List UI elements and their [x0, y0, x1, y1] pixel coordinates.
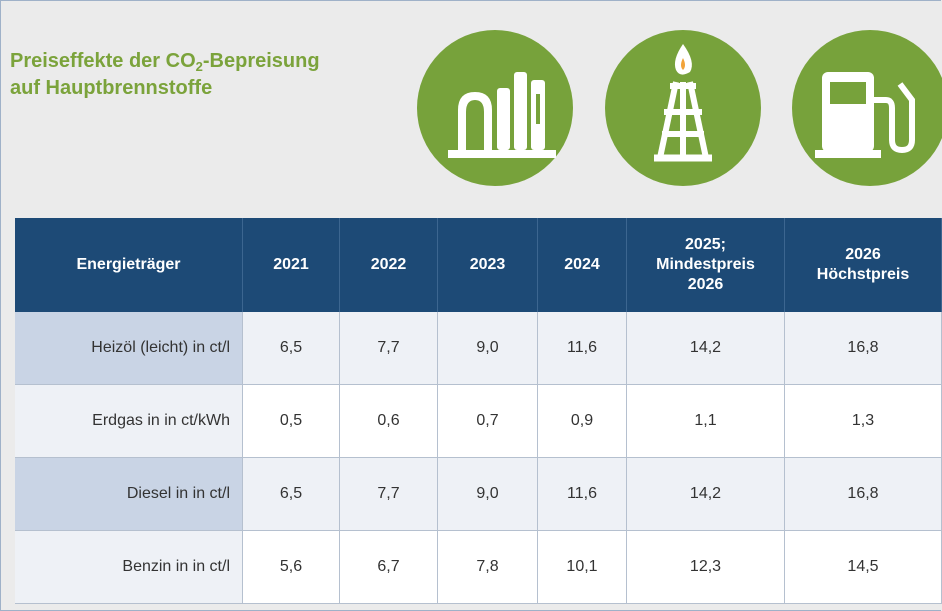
title: Preiseffekte der CO2-Bepreisung auf Haup… — [10, 48, 320, 102]
header-cell: 2023 — [438, 218, 538, 312]
header-cell: 2026 Höchstpreis — [785, 218, 942, 312]
header-text: 2023 — [469, 256, 506, 273]
header-text: 2026 — [845, 246, 881, 263]
table-cell: 1,3 — [785, 385, 942, 458]
table-cell: 6,5 — [243, 458, 340, 531]
row-label: Diesel in in ct/l — [15, 458, 243, 531]
table-cell: 9,0 — [438, 312, 538, 385]
table-cell: 0,9 — [538, 385, 627, 458]
table-cell: 16,8 — [785, 458, 942, 531]
table-cell: 0,6 — [340, 385, 438, 458]
row-label: Benzin in in ct/l — [15, 531, 243, 604]
header-text: Höchstpreis — [816, 266, 910, 283]
row-label: Erdgas in in ct/kWh — [15, 385, 243, 458]
table-cell: 9,0 — [438, 458, 538, 531]
table-cell: 7,7 — [340, 312, 438, 385]
row-label: Heizöl (leicht) in ct/l — [15, 312, 243, 385]
title-sub: 2 — [195, 59, 203, 74]
title-text: -Bepreisung — [202, 50, 320, 72]
table-cell: 6,7 — [340, 531, 438, 604]
header-text: Mindestpreis — [656, 256, 755, 273]
title-text: Preiseffekte der CO — [10, 50, 196, 72]
table-cell: 7,7 — [340, 458, 438, 531]
table-cell: 10,1 — [538, 531, 627, 604]
gas-icon — [605, 30, 761, 186]
header-text: 2025; — [685, 236, 726, 253]
table-cell: 11,6 — [538, 312, 627, 385]
table-cell: 7,8 — [438, 531, 538, 604]
table-cell: 14,2 — [627, 312, 785, 385]
header-text: 2022 — [370, 256, 407, 273]
header-text: Energieträger — [76, 256, 181, 273]
table-cell: 12,3 — [627, 531, 785, 604]
header-cell: 2022 — [340, 218, 438, 312]
table-cell: 6,5 — [243, 312, 340, 385]
header-cell: Energieträger — [15, 218, 243, 312]
table-cell: 5,6 — [243, 531, 340, 604]
header-text: 2024 — [564, 256, 600, 273]
table-cell: 11,6 — [538, 458, 627, 531]
title-line: auf Hauptbrennstoffe — [10, 77, 213, 99]
header-cell: 2025; Mindestpreis 2026 — [627, 218, 785, 312]
title-line: Preiseffekte der CO2-Bepreisung — [10, 48, 320, 75]
header-text: 2021 — [273, 256, 309, 273]
table-cell: 0,5 — [243, 385, 340, 458]
refinery-icon — [417, 30, 573, 186]
table-cell: 14,2 — [627, 458, 785, 531]
header-text: 2026 — [687, 276, 724, 293]
table-cell: 1,1 — [627, 385, 785, 458]
header-cell: 2024 — [538, 218, 627, 312]
table-cell: 16,8 — [785, 312, 942, 385]
table-cell: 0,7 — [438, 385, 538, 458]
icons — [417, 30, 942, 186]
table-cell: 14,5 — [785, 531, 942, 604]
fuel-icon — [792, 30, 942, 186]
header-cell: 2021 — [243, 218, 340, 312]
